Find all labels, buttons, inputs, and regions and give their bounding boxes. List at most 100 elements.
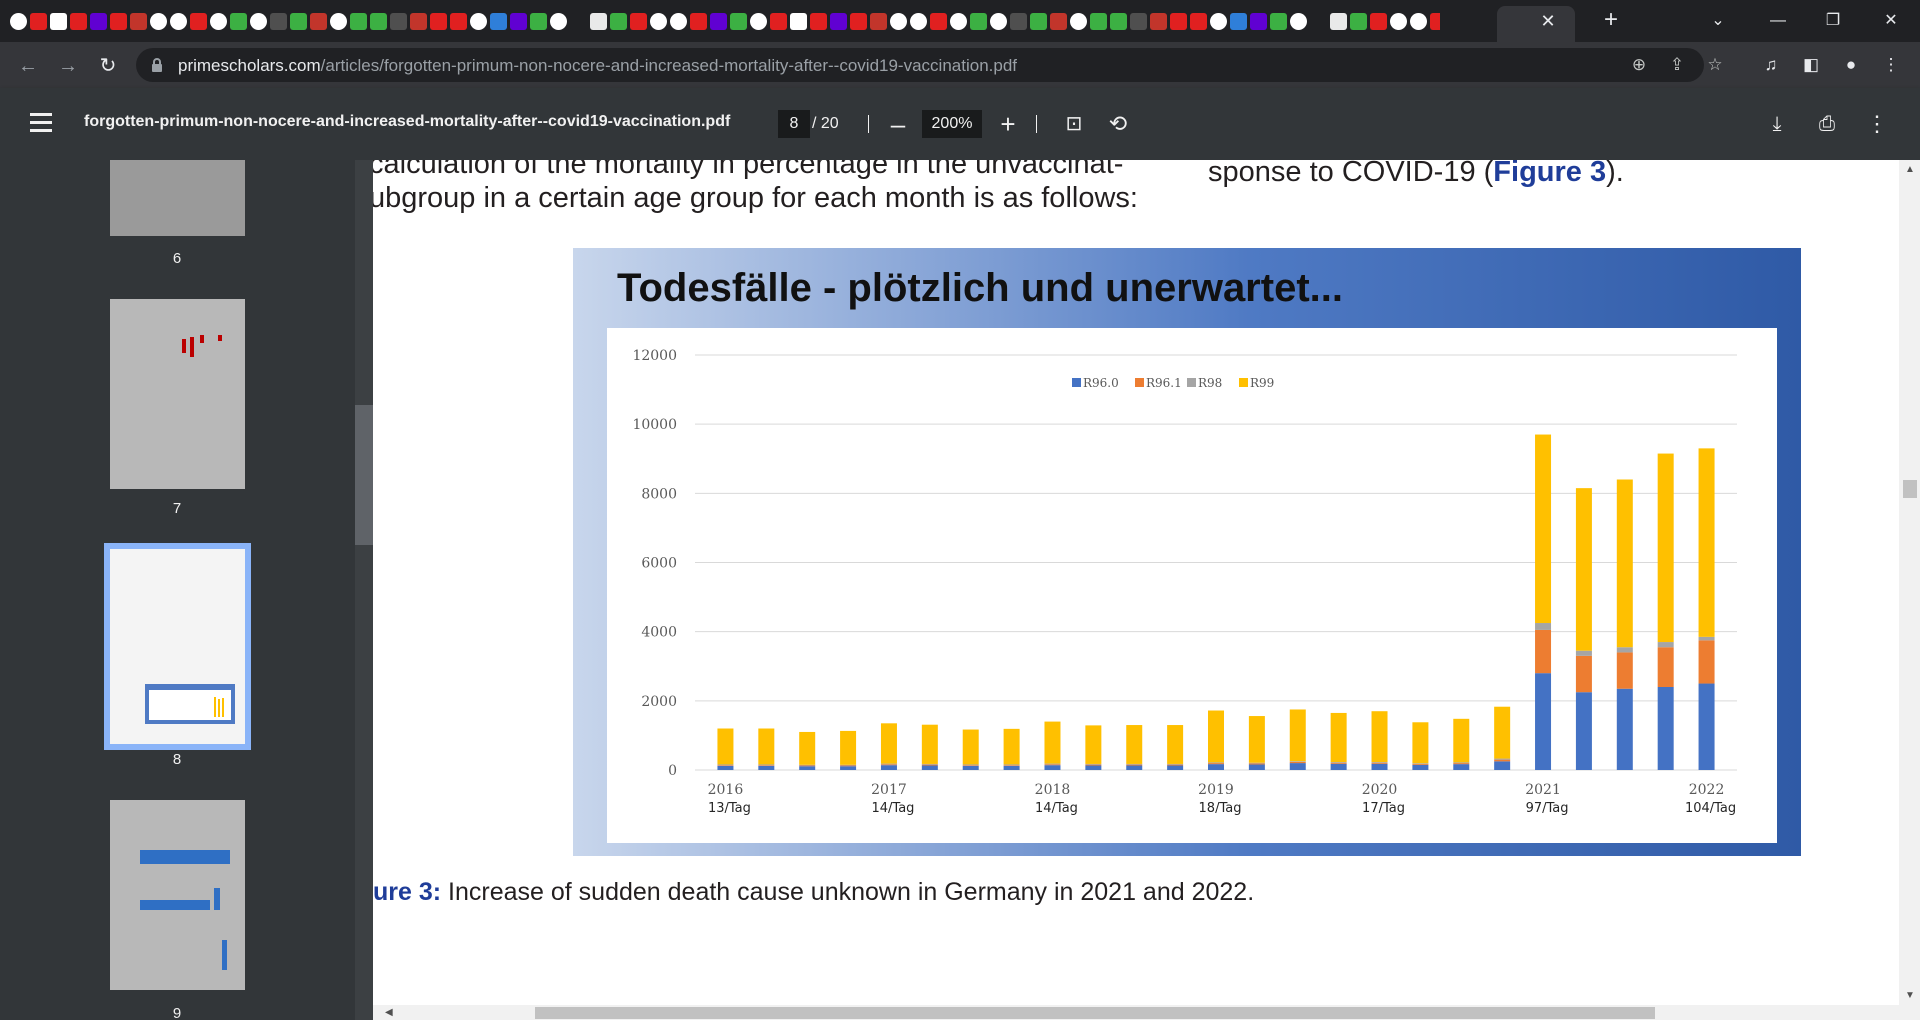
- tab-favicon-icon[interactable]: [570, 12, 587, 30]
- zoom-out-button[interactable]: –: [890, 109, 906, 139]
- tab-favicon-icon[interactable]: [550, 12, 567, 30]
- thumbnail-page-6[interactable]: [110, 160, 245, 236]
- tab-favicon-icon[interactable]: [1270, 12, 1287, 30]
- tab-favicon-icon[interactable]: [30, 12, 47, 30]
- tab-favicon-icon[interactable]: [750, 12, 767, 30]
- tab-favicon-icon[interactable]: [270, 12, 287, 30]
- vertical-scrollbar[interactable]: ▲ ▼: [1899, 160, 1920, 1005]
- tab-favicon-icon[interactable]: [1210, 12, 1227, 30]
- address-bar[interactable]: primescholars.com/articles/forgotten-pri…: [136, 48, 1723, 82]
- media-control-icon[interactable]: ♫: [1764, 55, 1778, 74]
- figure-link[interactable]: Figure 3: [1493, 160, 1607, 188]
- sidebar-scrollbar-track[interactable]: [355, 160, 373, 1020]
- tab-favicon-icon[interactable]: [1430, 12, 1440, 30]
- tab-favicon-icon[interactable]: [390, 12, 407, 30]
- tab-favicon-icon[interactable]: [450, 12, 467, 30]
- vertical-scrollbar-thumb[interactable]: [1903, 480, 1917, 498]
- tab-favicon-icon[interactable]: [890, 12, 907, 30]
- tab-favicon-icon[interactable]: [1230, 12, 1247, 30]
- tab-favicon-icon[interactable]: [170, 12, 187, 30]
- sidebar-menu-icon[interactable]: [30, 113, 52, 133]
- new-tab-button[interactable]: +: [1603, 6, 1618, 33]
- tab-favicon-icon[interactable]: [290, 12, 307, 30]
- tab-favicon-icon[interactable]: [710, 12, 727, 30]
- horizontal-scrollbar[interactable]: ◀: [373, 1005, 1920, 1020]
- tab-favicon-icon[interactable]: [1150, 12, 1167, 30]
- tab-favicon-icon[interactable]: [1290, 12, 1307, 30]
- tab-favicon-icon[interactable]: [630, 12, 647, 30]
- tab-favicon-icon[interactable]: [810, 12, 827, 30]
- tab-favicon-icon[interactable]: [870, 12, 887, 30]
- thumbnail-page-7[interactable]: [110, 299, 245, 489]
- tab-favicon-icon[interactable]: [1110, 12, 1127, 30]
- tab-search-icon[interactable]: ⌄: [1711, 12, 1725, 29]
- zoom-input[interactable]: 200%: [922, 110, 982, 138]
- tab-favicon-icon[interactable]: [470, 12, 487, 30]
- horizontal-scrollbar-thumb[interactable]: [535, 1007, 1655, 1019]
- rotate-icon[interactable]: ⟲: [1108, 111, 1128, 136]
- tab-favicon-icon[interactable]: [1350, 12, 1367, 30]
- download-icon[interactable]: ⤓: [1772, 113, 1782, 135]
- scroll-left-icon[interactable]: ◀: [385, 1007, 393, 1018]
- scroll-up-icon[interactable]: ▲: [1905, 164, 1915, 175]
- share-icon[interactable]: ⇪: [1669, 55, 1685, 74]
- forward-icon[interactable]: →: [58, 55, 78, 77]
- tab-favicon-icon[interactable]: [590, 12, 607, 30]
- tab-favicon-icon[interactable]: [1090, 12, 1107, 30]
- zoom-in-button[interactable]: +: [1000, 109, 1016, 139]
- bookmark-star-icon[interactable]: ☆: [1707, 55, 1723, 74]
- tab-favicon-icon[interactable]: [650, 12, 667, 30]
- side-panel-icon[interactable]: ◧: [1802, 55, 1820, 74]
- tab-favicon-icon[interactable]: [1390, 12, 1407, 30]
- tab-favicon-icon[interactable]: [1130, 12, 1147, 30]
- active-tab[interactable]: [1497, 6, 1575, 42]
- tab-favicon-icon[interactable]: [530, 12, 547, 30]
- tab-favicon-icon[interactable]: [410, 12, 427, 30]
- tab-favicon-icon[interactable]: [50, 12, 67, 30]
- scroll-down-icon[interactable]: ▼: [1905, 990, 1915, 1001]
- close-window-icon[interactable]: ✕: [1884, 12, 1898, 29]
- tab-favicon-icon[interactable]: [110, 12, 127, 30]
- tab-favicon-icon[interactable]: [1010, 12, 1027, 30]
- thumbnail-page-9[interactable]: [110, 800, 245, 990]
- close-tab-icon[interactable]: ✕: [1540, 11, 1556, 31]
- thumbnail-page-8[interactable]: [104, 543, 251, 750]
- tab-favicon-icon[interactable]: [990, 12, 1007, 30]
- tab-favicon-icon[interactable]: [770, 12, 787, 30]
- tab-favicon-icon[interactable]: [910, 12, 927, 30]
- minimize-icon[interactable]: —: [1770, 12, 1786, 29]
- tab-favicon-icon[interactable]: [230, 12, 247, 30]
- tab-favicon-icon[interactable]: [70, 12, 87, 30]
- tab-favicon-icon[interactable]: [310, 12, 327, 30]
- tab-favicon-icon[interactable]: [430, 12, 447, 30]
- tab-favicon-icon[interactable]: [1190, 12, 1207, 30]
- profile-icon[interactable]: ●: [1845, 55, 1857, 74]
- tab-favicon-icon[interactable]: [370, 12, 387, 30]
- tab-favicon-icon[interactable]: [1030, 12, 1047, 30]
- tab-favicon-icon[interactable]: [150, 12, 167, 30]
- reload-icon[interactable]: ↻: [99, 55, 117, 77]
- sidebar-scrollbar-thumb[interactable]: [355, 405, 373, 545]
- tab-favicon-icon[interactable]: [90, 12, 107, 30]
- tab-favicon-icon[interactable]: [1050, 12, 1067, 30]
- browser-menu-icon[interactable]: ⋮: [1882, 55, 1900, 74]
- tab-favicon-icon[interactable]: [350, 12, 367, 30]
- fit-to-page-icon[interactable]: ⊡: [1065, 113, 1083, 135]
- tab-favicon-icon[interactable]: [1330, 12, 1347, 30]
- tab-favicon-icon[interactable]: [250, 12, 267, 30]
- tab-favicon-icon[interactable]: [190, 12, 207, 30]
- more-options-icon[interactable]: ⋮: [1866, 111, 1888, 136]
- tab-favicon-icon[interactable]: [1250, 12, 1267, 30]
- tab-favicon-icon[interactable]: [930, 12, 947, 30]
- tab-favicon-icon[interactable]: [10, 12, 27, 30]
- tab-favicon-icon[interactable]: [1170, 12, 1187, 30]
- restore-icon[interactable]: ❐: [1825, 12, 1841, 29]
- tab-favicon-icon[interactable]: [1370, 12, 1387, 30]
- back-icon[interactable]: ←: [18, 55, 38, 77]
- tab-favicon-icon[interactable]: [690, 12, 707, 30]
- tab-favicon-icon[interactable]: [490, 12, 507, 30]
- tab-favicon-icon[interactable]: [730, 12, 747, 30]
- print-icon[interactable]: ⎙: [1819, 113, 1835, 135]
- tab-favicon-icon[interactable]: [1410, 12, 1427, 30]
- tab-favicon-icon[interactable]: [850, 12, 867, 30]
